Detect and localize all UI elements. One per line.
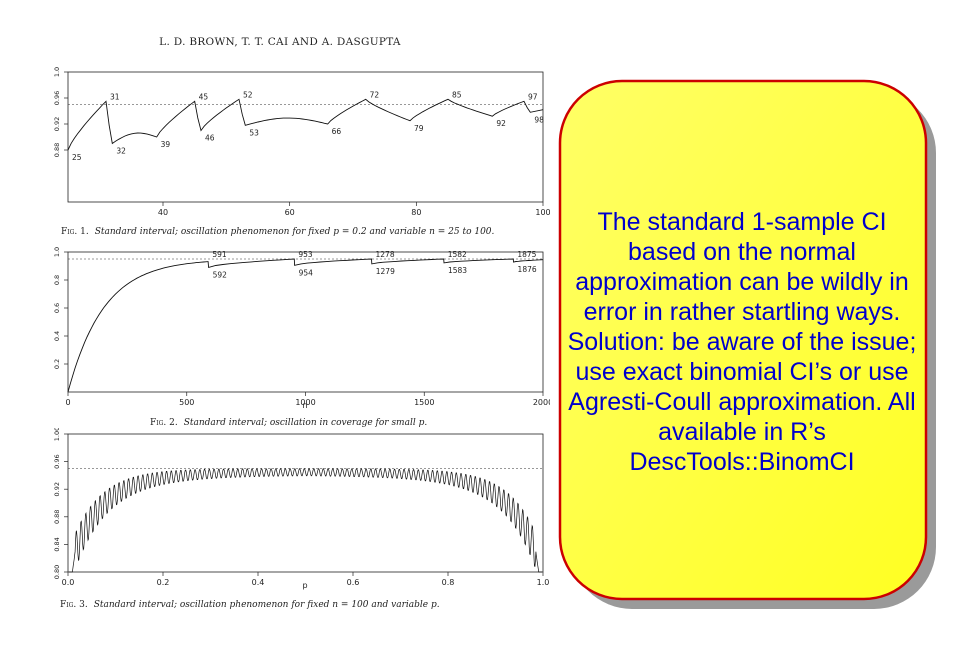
fig1-trough-label: 46 [205,134,215,143]
fig2-trough-label: 1876 [518,265,537,274]
fig2-xtick-label: 1500 [414,398,434,407]
fig3-xtick-label: 0.4 [252,578,265,587]
fig3-xtick-label: 0.0 [62,578,75,587]
fig2-peak-label: 1278 [376,250,395,259]
fig1-trough-label: 53 [249,128,259,137]
fig1-trough-label: 66 [332,127,342,136]
fig1-caption-text: Standard interval; oscillation phenomeno… [94,227,495,237]
fig1-ytick-label: 0.96 [53,91,61,105]
fig1-plot: 40 60 80 100 0.88 0.92 0.96 1.0 31 45 52 72 85 97 2… [53,67,550,217]
fig2-xtick-label: 0 [65,398,70,407]
paper-header: L. D. BROWN, T. T. CAI AND A. DASGUPTA [159,36,401,48]
fig3-xtick-label: 0.8 [442,578,455,587]
fig1-trough-label: 39 [161,140,171,149]
fig2-trough-label: 1583 [448,266,467,275]
fig1-ytick-label: 0.92 [53,117,61,131]
fig1-frame [67,71,544,203]
callout-box [558,79,936,609]
callout-text: The standard 1-sample CI based on the no… [567,208,917,476]
fig2-ytick-label: 0.2 [53,359,61,369]
fig2-caption: Fig. 2. Standard interval; oscillation in… [150,418,427,428]
callout-shape [558,79,928,601]
fig1-ytick-label: 1.0 [53,67,61,77]
fig2-ytick-label: 0.8 [53,275,61,285]
fig1-trough-label: 98 [534,115,544,124]
fig2-coverage-line [67,258,544,393]
fig2-peak-label: 953 [298,250,313,259]
fig2-ytick-label: 1.0 [53,247,61,257]
fig1-caption: Fig. 1. Standard interval; oscillation ph… [61,227,494,237]
fig1-peak-label: 72 [370,90,380,99]
fig3-ytick-label: 0.80 [53,565,61,579]
fig2-trough-label: 954 [299,268,314,277]
fig2-ytick-label: 0.4 [53,331,61,341]
fig1-peak-label: 45 [199,92,209,101]
fig3-caption: Fig. 3. Standard interval; oscillation ph… [60,600,440,610]
fig2-label: Fig. 2. [150,418,178,428]
fig3-caption-text: Standard interval; oscillation phenomeno… [93,600,440,610]
paper-figure-area: L. D. BROWN, T. T. CAI AND A. DASGUPTA 4… [53,36,550,610]
fig1-label: Fig. 1. [61,227,89,237]
fig2-caption-text: Standard interval; oscillation in covera… [183,418,428,428]
fig1-trough-label: 92 [496,119,506,128]
fig3-label: Fig. 3. [60,600,88,610]
fig3-plot: 0.0 0.2 0.4 0.6 0.8 1.0 0.80 0.84 0.88 0.92 0.96 1… [53,428,550,590]
fig1-peak-label: 97 [528,92,538,101]
fig2-peak-label: 1875 [517,250,536,259]
fig1-coverage-line [67,98,544,151]
fig2-xtick-label: 500 [179,398,194,407]
fig3-ytick-label: 0.92 [53,482,61,496]
fig2-xlabel: n [302,401,307,410]
fig1-xtick-label: 80 [411,208,421,217]
fig3-ytick-label: 0.84 [53,537,61,551]
fig3-xtick-label: 1.0 [537,578,550,587]
fig1-trough-label: 79 [414,124,424,133]
fig2-ytick-label: 0.6 [53,303,61,313]
fig1-peak-label: 31 [110,92,120,101]
fig1-peak-label: 52 [243,90,253,99]
fig2-trough-label: 592 [213,270,228,279]
fig1-trough-label: 32 [116,147,126,156]
fig3-ytick-label: 1.00 [53,428,61,441]
fig3-ytick-label: 0.96 [53,454,61,468]
fig3-frame [67,433,544,573]
fig3-xtick-label: 0.2 [157,578,170,587]
fig2-peak-label: 1582 [448,250,467,259]
fig1-xtick-label: 40 [158,208,168,217]
fig1-peak-label: 85 [452,90,462,99]
fig2-peak-label: 591 [212,250,227,259]
fig2-trough-label: 1279 [376,267,395,276]
fig1-xtick-label: 100 [535,208,550,217]
fig1-trough-label: 25 [72,153,82,162]
fig2-xtick-label: 1000 [295,398,315,407]
fig3-xtick-label: 0.6 [347,578,360,587]
fig1-ytick-label: 0.88 [53,143,61,157]
fig3-xlabel: p [302,581,307,590]
fig1-xtick-label: 60 [285,208,295,217]
fig3-ytick-label: 0.88 [53,510,61,524]
fig3-coverage-line [69,468,542,573]
